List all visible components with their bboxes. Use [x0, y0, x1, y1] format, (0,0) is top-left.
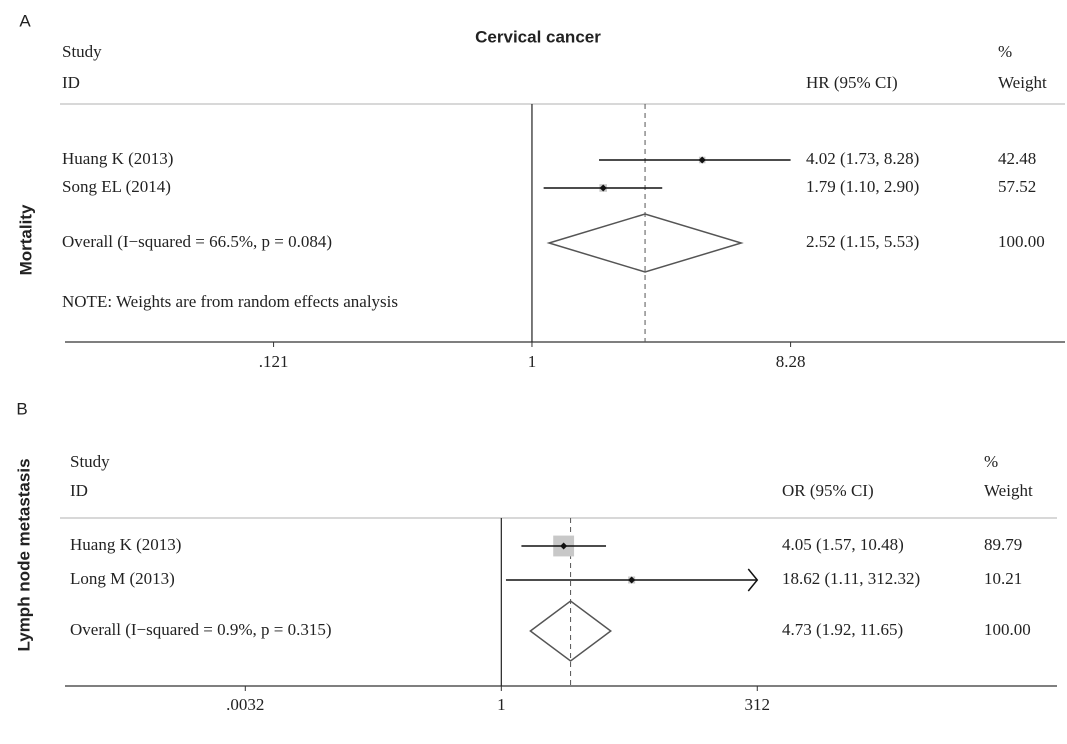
- x-tick-label: 1: [528, 352, 537, 371]
- study-name: Long M (2013): [70, 569, 175, 588]
- weight-label: 100.00: [998, 232, 1045, 251]
- weight-label: 89.79: [984, 535, 1022, 554]
- point-estimate: [628, 576, 636, 584]
- ci-label: 4.02 (1.73, 8.28): [806, 149, 919, 168]
- ci-label: 4.73 (1.92, 11.65): [782, 620, 903, 639]
- column-header: HR (95% CI): [806, 73, 898, 92]
- note: NOTE: Weights are from random effects an…: [62, 292, 398, 311]
- column-header: Study: [70, 452, 110, 471]
- ci-label: 18.62 (1.11, 312.32): [782, 569, 920, 588]
- weight-label: 10.21: [984, 569, 1022, 588]
- chart-title: Cervical cancer: [475, 27, 601, 46]
- column-header: %: [984, 452, 998, 471]
- point-estimate: [698, 156, 706, 164]
- x-tick-label: 1: [497, 695, 506, 714]
- overall-name: Overall (I−squared = 66.5%, p = 0.084): [62, 232, 332, 251]
- study-name: Huang K (2013): [62, 149, 173, 168]
- column-header: OR (95% CI): [782, 481, 874, 500]
- column-header: Study: [62, 42, 102, 61]
- ci-label: 4.05 (1.57, 10.48): [782, 535, 904, 554]
- y-axis-title: Mortality: [16, 204, 35, 275]
- ci-label: 1.79 (1.10, 2.90): [806, 177, 919, 196]
- column-header: ID: [62, 73, 80, 92]
- panel-label: B: [16, 399, 27, 418]
- weight-label: 57.52: [998, 177, 1036, 196]
- y-axis-title: Lymph node metastasis: [14, 458, 33, 651]
- overall-diamond: [529, 600, 612, 662]
- ci-arrow: [747, 568, 759, 592]
- x-tick-label: 8.28: [776, 352, 806, 371]
- weight-label: 100.00: [984, 620, 1031, 639]
- overall-diamond: [546, 213, 744, 273]
- point-estimate: [599, 184, 607, 192]
- column-header: Weight: [998, 73, 1047, 92]
- x-tick-label: 312: [745, 695, 771, 714]
- column-header: %: [998, 42, 1012, 61]
- weight-label: 42.48: [998, 149, 1036, 168]
- study-name: Huang K (2013): [70, 535, 181, 554]
- point-estimate: [560, 542, 568, 550]
- study-name: Song EL (2014): [62, 177, 171, 196]
- overall-name: Overall (I−squared = 0.9%, p = 0.315): [70, 620, 332, 639]
- column-header: Weight: [984, 481, 1033, 500]
- ci-label: 2.52 (1.15, 5.53): [806, 232, 919, 251]
- x-tick-label: .121: [259, 352, 289, 371]
- column-header: ID: [70, 481, 88, 500]
- x-tick-label: .0032: [226, 695, 264, 714]
- panel-label: A: [19, 11, 31, 30]
